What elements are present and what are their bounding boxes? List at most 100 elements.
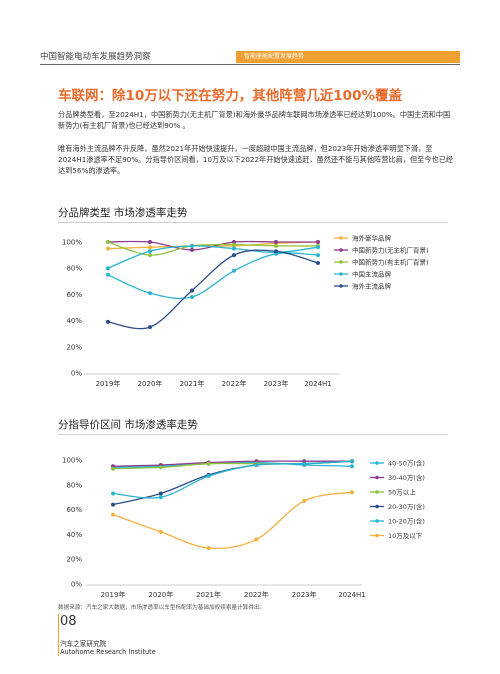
chart1-legend-marker (339, 248, 343, 252)
chart1-xtick-label: 2020年 (138, 379, 163, 388)
data-source-note: 数据来源：汽车之家大数据，市场渗透率以车型标配率为基础加权续索量计算得出。 (58, 605, 265, 611)
chart2-series-line (112, 460, 353, 499)
chart2-data-point (350, 459, 354, 464)
chart1-data-point (148, 253, 152, 258)
chart1-data-point (274, 249, 278, 254)
chart1-data-point (106, 240, 110, 244)
chart1-ytick-label: 20% (66, 343, 82, 351)
chart1-legend-label: 中国新势力(无主机厂背景) (352, 246, 429, 255)
chart1-data-point (190, 295, 194, 299)
chart2-data-point (206, 461, 211, 466)
chart2-legend-label: 10万及以下 (388, 532, 423, 540)
chart2-xtick-label: 2021年 (196, 590, 221, 599)
chart1-legend-label: 中国新势力(有主机厂背景) (352, 258, 429, 267)
page-title: 车联网：除10万以下还在努力，其他阵营几近100%覆盖 (58, 88, 402, 104)
chart2-legend-marker (375, 533, 379, 538)
chart1-ytick-label: 100% (62, 239, 82, 247)
chart2-data-point (254, 537, 259, 542)
chart2-data-point (111, 466, 115, 471)
report-title: 中国智能电动车发展趋势洞察 (40, 52, 151, 62)
chart2-ytick-label: 80% (66, 481, 82, 489)
chart1-series-line (107, 249, 319, 330)
chart2-data-point (254, 463, 259, 467)
chart2-data-point (206, 474, 211, 479)
chart1-legend-label: 中国主流品牌 (352, 270, 392, 279)
chart1-data-point (316, 253, 320, 258)
footer-org-en: Autohome Research Institute (60, 648, 156, 656)
chart1-data-point (232, 253, 236, 258)
page-number: 08 (60, 614, 77, 629)
chart1-data-point (274, 240, 278, 244)
chart1-legend-label: 海外豪华品牌 (352, 234, 392, 243)
chart1-data-point (274, 243, 278, 248)
chart2-legend-marker (375, 490, 379, 494)
chart1-data-point (232, 246, 236, 251)
chart1-xtick-label: 2019年 (96, 379, 121, 388)
chart1-data-point (316, 240, 320, 244)
chart2-ytick-label: 0% (71, 581, 82, 589)
chart2-data-point (111, 491, 115, 496)
chart1-legend-label: 海外主流品牌 (352, 282, 392, 291)
chart2-title-rule (58, 434, 448, 435)
page-header: 中国智能电动车发展趋势洞察 智能座舱配置发展趋势 (40, 48, 460, 65)
chart2-data-point (206, 546, 211, 550)
header-rule (40, 64, 460, 65)
chart1-legend-marker (339, 236, 343, 240)
chart1-data-point (316, 261, 320, 265)
chart1-ytick-label: 40% (66, 317, 82, 325)
chart1-data-point (106, 266, 110, 271)
paragraph-1: 分品牌类型看，至2024H1，中国新势力(无主机厂背景)和海外豪华品牌车联网市场… (58, 110, 451, 130)
chart2-xtick-label: 2020年 (148, 590, 173, 599)
chart2-legend-marker (375, 461, 379, 465)
chart1-xtick-label: 2024H1 (304, 380, 332, 388)
chart1-data-point (148, 240, 152, 244)
chart2-legend-label: 50万以上 (388, 488, 416, 497)
chart2-data-point (158, 491, 163, 496)
chart1-xtick-label: 2022年 (222, 379, 247, 388)
chart1-series-line (107, 241, 319, 256)
chart2-xtick-label: 2022年 (244, 590, 269, 599)
chart1-data-point (190, 288, 194, 293)
chart1-legend-marker (339, 272, 343, 276)
chart2-legend-marker (375, 519, 379, 523)
chart1-ytick-label: 60% (66, 291, 82, 299)
chart1-ytick-label: 0% (71, 370, 82, 378)
chart1-data-point (148, 245, 152, 250)
chart2-series-line (112, 461, 353, 469)
chart2-ytick-label: 20% (66, 556, 82, 564)
chart2-legend-label: 40-50万(含) (388, 459, 425, 468)
chart2-xtick-label: 2024H1 (338, 591, 366, 599)
chart1-data-point (232, 242, 236, 247)
chart2-legend-label: 20-30万(含) (388, 502, 425, 511)
chart2-data-point (350, 490, 354, 495)
chart1-title-rule (58, 222, 448, 223)
chart1-data-point (190, 243, 194, 248)
chart1-series-line (107, 252, 319, 300)
chart2-legend-marker (375, 475, 379, 480)
chart1-data-point (106, 319, 110, 324)
chart1-data-point (148, 249, 152, 254)
paragraph-2: 唯有海外主流品牌不升反降，虽然2021年开始快速提升，一度超越中国主流品牌，但2… (58, 144, 454, 175)
chart2-data-point (158, 465, 163, 470)
chart1-data-point (316, 245, 320, 250)
chart2-legend-label: 30-40万(含) (388, 473, 425, 482)
footer-org: 汽车之家研究院 (60, 640, 107, 648)
chart2-series-line (112, 460, 352, 467)
chart1-data-point (232, 268, 236, 273)
chart2-xtick-label: 2023年 (292, 590, 317, 599)
chart2-legend-marker (375, 504, 379, 509)
chart1-legend-marker (339, 284, 343, 288)
chart1-legend-marker (339, 260, 343, 264)
chart1-data-point (148, 325, 152, 330)
chart2-data-point (158, 529, 163, 534)
chart2-data-point (111, 512, 115, 517)
chart2-data-point (158, 495, 163, 500)
chart2-data-point (302, 461, 307, 466)
chart2-legend-label: 10-20万(含) (388, 517, 425, 526)
chart1-ytick-label: 80% (66, 265, 82, 273)
chart2-ytick-label: 40% (66, 531, 82, 539)
chart2-series-line (112, 491, 353, 549)
footer-accent-bar (58, 614, 59, 656)
